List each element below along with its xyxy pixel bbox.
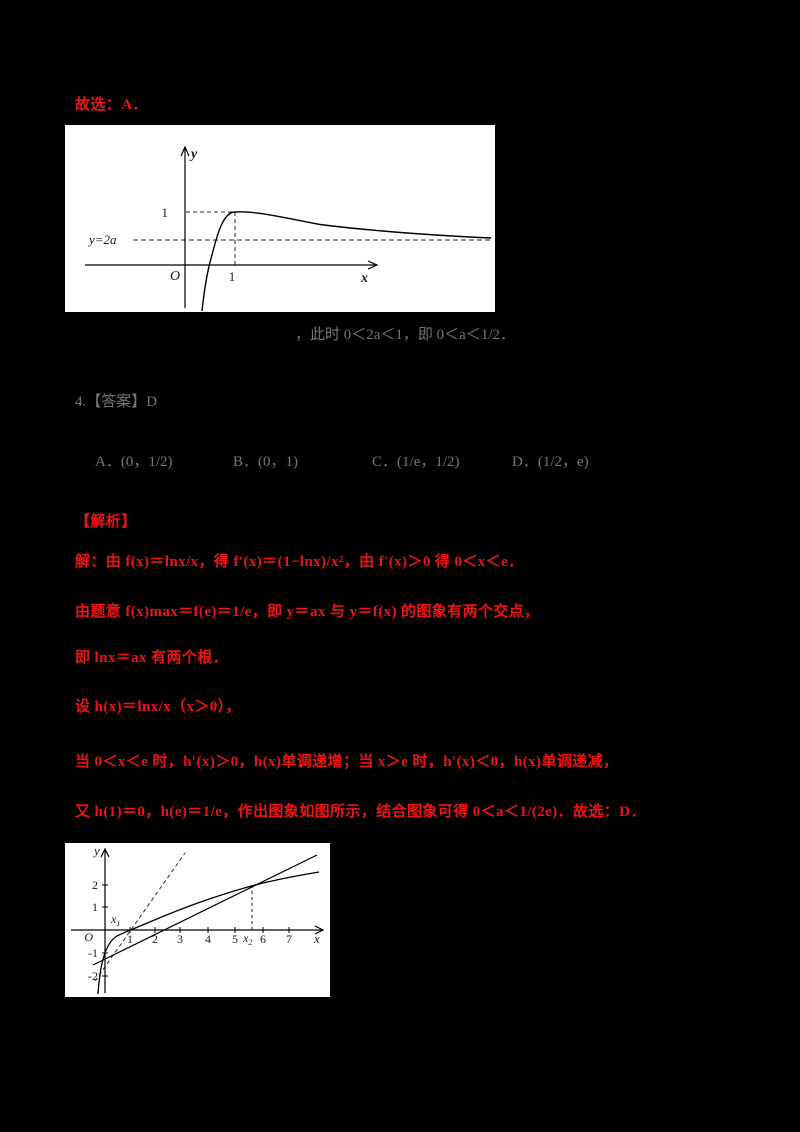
fig2-y-tick-label: 1 bbox=[92, 900, 98, 914]
caption-line: ，此时 0＜2a＜1，即 0＜a＜1/2． bbox=[295, 327, 515, 343]
figure-2: y x O 2 1 -1 -2 1 2 3 4 5 6 7 bbox=[65, 843, 330, 997]
fig2-y-label: y bbox=[92, 843, 100, 858]
solution-line: 由题意 f(x)max＝f(e)＝1/e，即 y＝ax 与 y＝f(x) 的图象… bbox=[75, 604, 540, 620]
solution-header: 【解析】 bbox=[75, 514, 137, 530]
fig2-x-label: x bbox=[313, 931, 320, 946]
fig2-x-tick-label: 2 bbox=[152, 932, 158, 946]
solution-line: 当 0＜x＜e 时，h′(x)＞0，h(x)单调递增；当 x＞e 时，h′(x)… bbox=[75, 754, 619, 770]
fig2-x1-label: x1 bbox=[110, 912, 120, 928]
option-c: C．(1/e，1/2) bbox=[372, 454, 460, 470]
fig2-x2-label: x2 bbox=[242, 931, 252, 947]
fig2-x-tick-label: 6 bbox=[260, 932, 266, 946]
fig1-x-tick-label: 1 bbox=[229, 269, 236, 284]
solution-line: 即 lnx＝ax 有两个根． bbox=[75, 650, 229, 666]
fig2-y-tick-label: 2 bbox=[92, 878, 98, 892]
option-b: B．(0，1) bbox=[233, 454, 298, 470]
fig2-straight-line bbox=[92, 854, 318, 966]
figure-1-plot: y=2a y x O 1 1 bbox=[85, 145, 492, 312]
fig1-y-axis-arrow bbox=[180, 145, 190, 157]
option-a: A．(0，1/2) bbox=[95, 454, 173, 470]
solution-line: 设 h(x)＝lnx/x（x＞0）， bbox=[75, 699, 241, 715]
solution-line: 解：由 f(x)＝lnx/x，得 f′(x)＝(1−lnx)/x²，由 f′(x… bbox=[75, 554, 524, 570]
fig2-x-tick-label: 5 bbox=[232, 932, 238, 946]
fig1-asymptote-label: y=2a bbox=[87, 232, 117, 247]
option-d: D．(1/2，e) bbox=[512, 454, 589, 470]
fig2-log-curve bbox=[97, 871, 320, 995]
fig1-x-label: x bbox=[360, 271, 368, 286]
fig2-x-tick-label: 3 bbox=[177, 932, 183, 946]
fig2-x-tick-label: 7 bbox=[286, 932, 292, 946]
fig1-peak-guides bbox=[186, 211, 236, 265]
figure-2-plot: y x O 2 1 -1 -2 1 2 3 4 5 6 7 bbox=[71, 843, 325, 995]
question-line: 4.【答案】D bbox=[75, 394, 158, 410]
fig2-y-tick-label: -1 bbox=[88, 946, 98, 960]
figure-1: y=2a y x O 1 1 bbox=[65, 125, 495, 312]
fig1-y-label: y bbox=[189, 147, 198, 162]
options-row: A．(0，1/2) B．(0，1) C．(1/e，1/2) D．(1/2，e) bbox=[0, 450, 800, 474]
fig2-x-tick-marks bbox=[129, 927, 290, 933]
solution-line: 又 h(1)＝0，h(e)＝1/e，作出图象如图所示，结合图象可得 0＜a＜1/… bbox=[75, 804, 646, 820]
fig2-x-tick-label: 1 bbox=[127, 932, 133, 946]
fig2-x-axis-arrow bbox=[314, 925, 325, 935]
answer-line: 故选：A． bbox=[75, 97, 148, 113]
fig2-y-axis-arrow bbox=[100, 847, 110, 858]
fig2-origin-label: O bbox=[84, 930, 93, 944]
fig1-function-curve bbox=[201, 211, 492, 312]
fig2-tangent-line bbox=[94, 852, 186, 982]
fig1-origin-label: O bbox=[170, 269, 180, 284]
fig2-x-tick-label: 4 bbox=[205, 932, 211, 946]
fig2-y-tick-label: -2 bbox=[88, 969, 98, 983]
fig1-x-axis-arrow bbox=[367, 260, 379, 270]
fig1-y-tick-label: 1 bbox=[162, 205, 169, 220]
